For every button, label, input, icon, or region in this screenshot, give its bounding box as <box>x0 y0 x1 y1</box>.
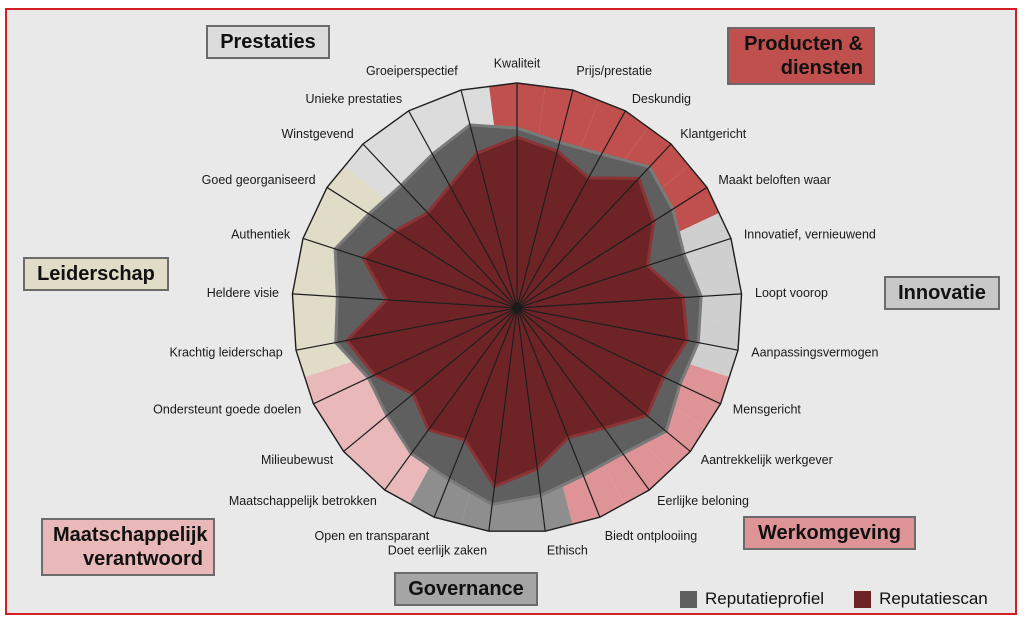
category-label-line1: Maatschappelijk <box>53 524 208 546</box>
legend-swatch-reputatiescan <box>854 590 872 608</box>
axis-spoke <box>302 237 518 309</box>
axis-label: Maatschappelijk betrokken <box>229 494 377 508</box>
axis-spoke <box>516 237 732 309</box>
axis-label: Winstgevend <box>281 127 353 141</box>
axis-spoke <box>384 307 518 491</box>
axis-spoke <box>326 186 518 309</box>
category-box-innovatie: Innovatie <box>884 276 1000 310</box>
axis-label: Eerlijke beloning <box>657 494 749 508</box>
axis-label: Goed georganiseerd <box>202 173 316 187</box>
axis-label: Aantrekkelijk werkgever <box>701 453 833 467</box>
axis-spoke <box>433 307 518 518</box>
axis-label: Ethisch <box>547 544 588 558</box>
axis-spoke <box>488 307 518 532</box>
axis-spoke <box>516 89 574 309</box>
axis-label: Doet eerlijk zaken <box>388 544 487 558</box>
axis-spoke <box>516 307 721 405</box>
category-box-werkomgeving: Werkomgeving <box>743 516 916 550</box>
category-label: Werkomgeving <box>758 522 901 544</box>
axis-label: Maakt beloften waar <box>718 173 831 187</box>
axis-label: Kwaliteit <box>494 57 541 71</box>
axis-spoke <box>460 89 518 309</box>
legend: Reputatieprofiel Reputatiescan <box>680 589 988 609</box>
axis-spoke <box>295 307 518 351</box>
category-box-prestaties: Prestaties <box>206 25 330 59</box>
category-label: Prestaties <box>220 31 316 53</box>
legend-swatch-reputatieprofiel <box>680 590 697 608</box>
category-label-line1: Producten & <box>744 33 863 55</box>
category-label-line2: verantwoord <box>82 548 203 570</box>
axis-label: Krachtig leiderschap <box>169 346 282 360</box>
category-box-leiderschap: Leiderschap <box>23 257 169 291</box>
axis-spoke <box>516 307 739 351</box>
axis-spoke <box>362 143 518 309</box>
axis-spoke <box>516 307 601 518</box>
axis-spoke <box>516 143 672 309</box>
axis-spoke <box>313 307 518 405</box>
center-hub <box>512 303 522 313</box>
axis-label: Ondersteunt goede doelen <box>153 403 301 417</box>
axis-label: Authentiek <box>231 227 291 241</box>
axis-label: Unieke prestaties <box>306 92 403 106</box>
category-label: Leiderschap <box>37 263 155 285</box>
axis-label: Biedt ontplooiing <box>605 529 697 543</box>
category-box-governance: Governance <box>394 572 538 606</box>
axis-label: Open en transparant <box>315 529 430 543</box>
axis-label: Klantgericht <box>680 127 747 141</box>
axis-label: Deskundig <box>632 92 691 106</box>
axis-spoke <box>516 307 546 532</box>
axis-label: Mensgericht <box>733 403 802 417</box>
axis-spoke <box>516 186 708 309</box>
axis-label: Innovatief, vernieuwend <box>744 227 876 241</box>
category-label-line2: diensten <box>780 57 863 79</box>
category-box-producten-diensten: Producten & diensten <box>727 27 875 85</box>
category-box-maatschappelijk-verantwoord: Maatschappelijk verantwoord <box>41 518 215 576</box>
axis-spoke <box>516 307 691 452</box>
axis-spoke <box>516 293 742 309</box>
axis-label: Milieubewust <box>261 453 334 467</box>
axis-spoke <box>408 110 518 309</box>
legend-label-reputatiescan: Reputatiescan <box>879 589 988 608</box>
outer-ring <box>291 82 743 532</box>
axis-spoke <box>292 293 518 309</box>
axis-spoke <box>343 307 518 452</box>
axis-label: Aanpassingsvermogen <box>751 346 878 360</box>
axis-spoke <box>516 110 626 309</box>
axis-spoke <box>516 307 650 491</box>
axis-label: Heldere visie <box>207 286 279 300</box>
axis-label: Loopt voorop <box>755 286 828 300</box>
legend-label-reputatieprofiel: Reputatieprofiel <box>705 589 825 608</box>
category-label: Governance <box>408 578 524 600</box>
axis-label: Groeiperspectief <box>366 64 458 78</box>
category-label: Innovatie <box>898 282 986 304</box>
axis-label: Prijs/prestatie <box>576 64 652 78</box>
